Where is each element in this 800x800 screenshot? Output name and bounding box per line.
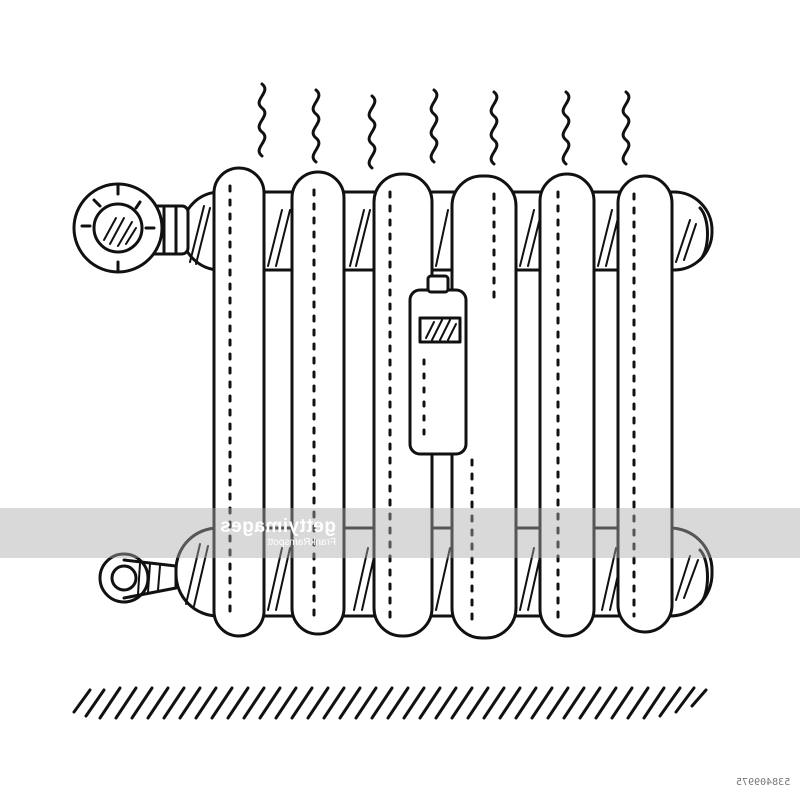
column-texture [228, 184, 636, 624]
radiator-column [290, 170, 346, 636]
heat-waves [257, 82, 631, 170]
watermark: gettyimages FrankRamspott [196, 508, 336, 558]
radiator-column [616, 174, 674, 634]
valve-icon [98, 552, 178, 604]
watermark-credit: FrankRamspott [267, 537, 336, 548]
floor-shadow [72, 686, 708, 720]
watermark-band [0, 508, 800, 558]
radiator-column [538, 172, 596, 638]
radiator-column [212, 166, 266, 638]
radiator-columns [212, 166, 674, 640]
watermark-brand: gettyimages [219, 516, 336, 537]
thermostat-knob-icon [72, 182, 190, 274]
radiator-humidifier-icon [408, 274, 468, 456]
image-id: 538409975 [735, 777, 790, 788]
